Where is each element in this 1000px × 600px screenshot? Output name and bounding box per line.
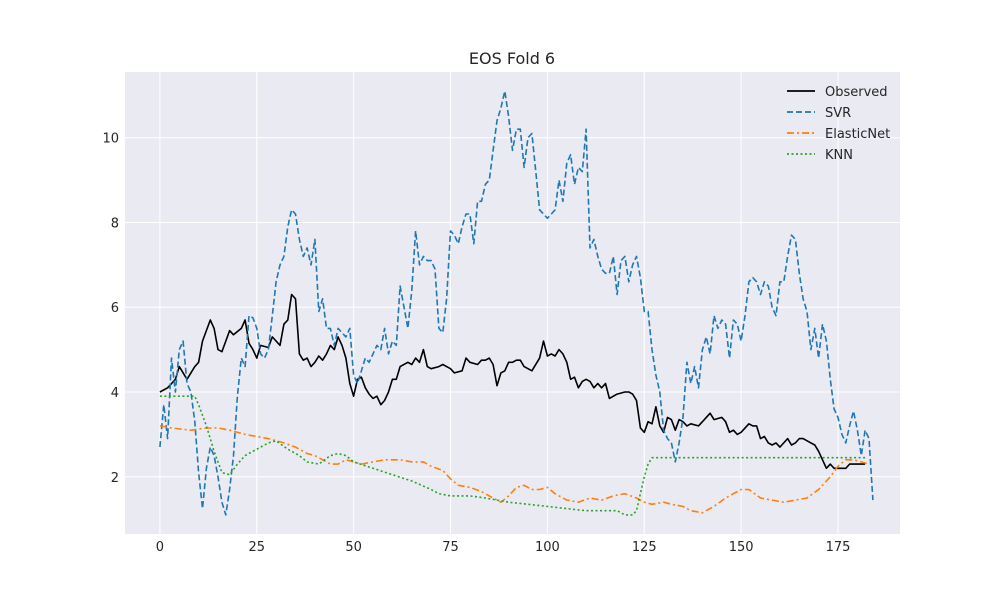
grid <box>125 72 900 534</box>
x-tick-label: 0 <box>156 540 164 555</box>
x-tick-label: 25 <box>248 540 265 555</box>
y-tick-label: 8 <box>111 216 119 231</box>
tick-layer: 0 25 50 75 100 125 150 175 2 4 6 8 10 <box>102 132 850 555</box>
legend-label: SVR <box>825 106 851 121</box>
legend: Observed SVR ElasticNet KNN <box>787 85 890 163</box>
x-tick-label: 125 <box>632 540 657 555</box>
y-tick-label: 4 <box>111 386 119 401</box>
series-line-knn <box>159 395 866 516</box>
y-tick-label: 6 <box>111 301 119 316</box>
series-layer <box>159 90 874 516</box>
series-line-svr <box>159 90 874 516</box>
legend-label: KNN <box>825 148 853 163</box>
series-line-observed <box>159 293 866 470</box>
x-tick-label: 175 <box>826 540 851 555</box>
x-tick-label: 50 <box>345 540 362 555</box>
y-tick-label: 10 <box>102 132 119 147</box>
legend-label: ElasticNet <box>825 127 890 142</box>
y-tick-label: 2 <box>111 471 119 486</box>
legend-label: Observed <box>825 85 888 100</box>
plot-area <box>125 72 900 534</box>
chart-title: EOS Fold 6 <box>469 49 555 68</box>
x-tick-label: 100 <box>535 540 560 555</box>
series-line-elasticnet <box>159 425 870 514</box>
x-tick-label: 75 <box>442 540 459 555</box>
x-tick-label: 150 <box>729 540 754 555</box>
